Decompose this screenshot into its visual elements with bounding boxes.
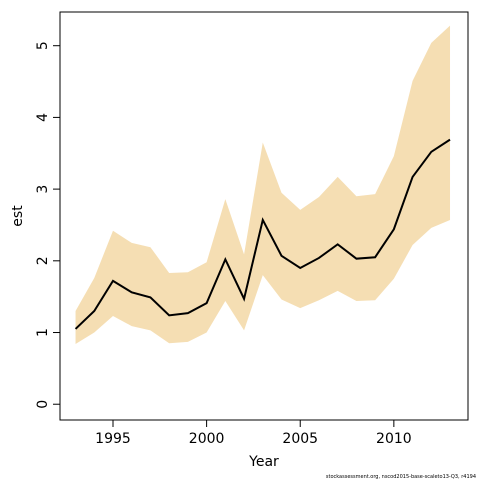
y-tick-label: 3	[35, 185, 51, 194]
footnote: stockassessment.org, nscod2015-base-scal…	[326, 474, 476, 480]
y-tick-label: 5	[35, 41, 51, 50]
x-axis-label: Year	[248, 454, 279, 470]
y-tick-label: 4	[35, 113, 51, 122]
y-tick-label: 2	[35, 256, 51, 265]
y-tick-label: 0	[35, 400, 51, 409]
x-tick-label: 2000	[189, 431, 225, 447]
confidence-band	[75, 25, 451, 344]
estimate-line	[74, 138, 451, 330]
x-tick-label: 1995	[95, 431, 131, 447]
y-axis-label: est	[10, 205, 26, 227]
x-tick-label: 2005	[282, 431, 318, 447]
x-tick-label: 2010	[376, 431, 412, 447]
plot-frame	[59, 11, 469, 421]
y-tick-label: 1	[35, 328, 51, 337]
